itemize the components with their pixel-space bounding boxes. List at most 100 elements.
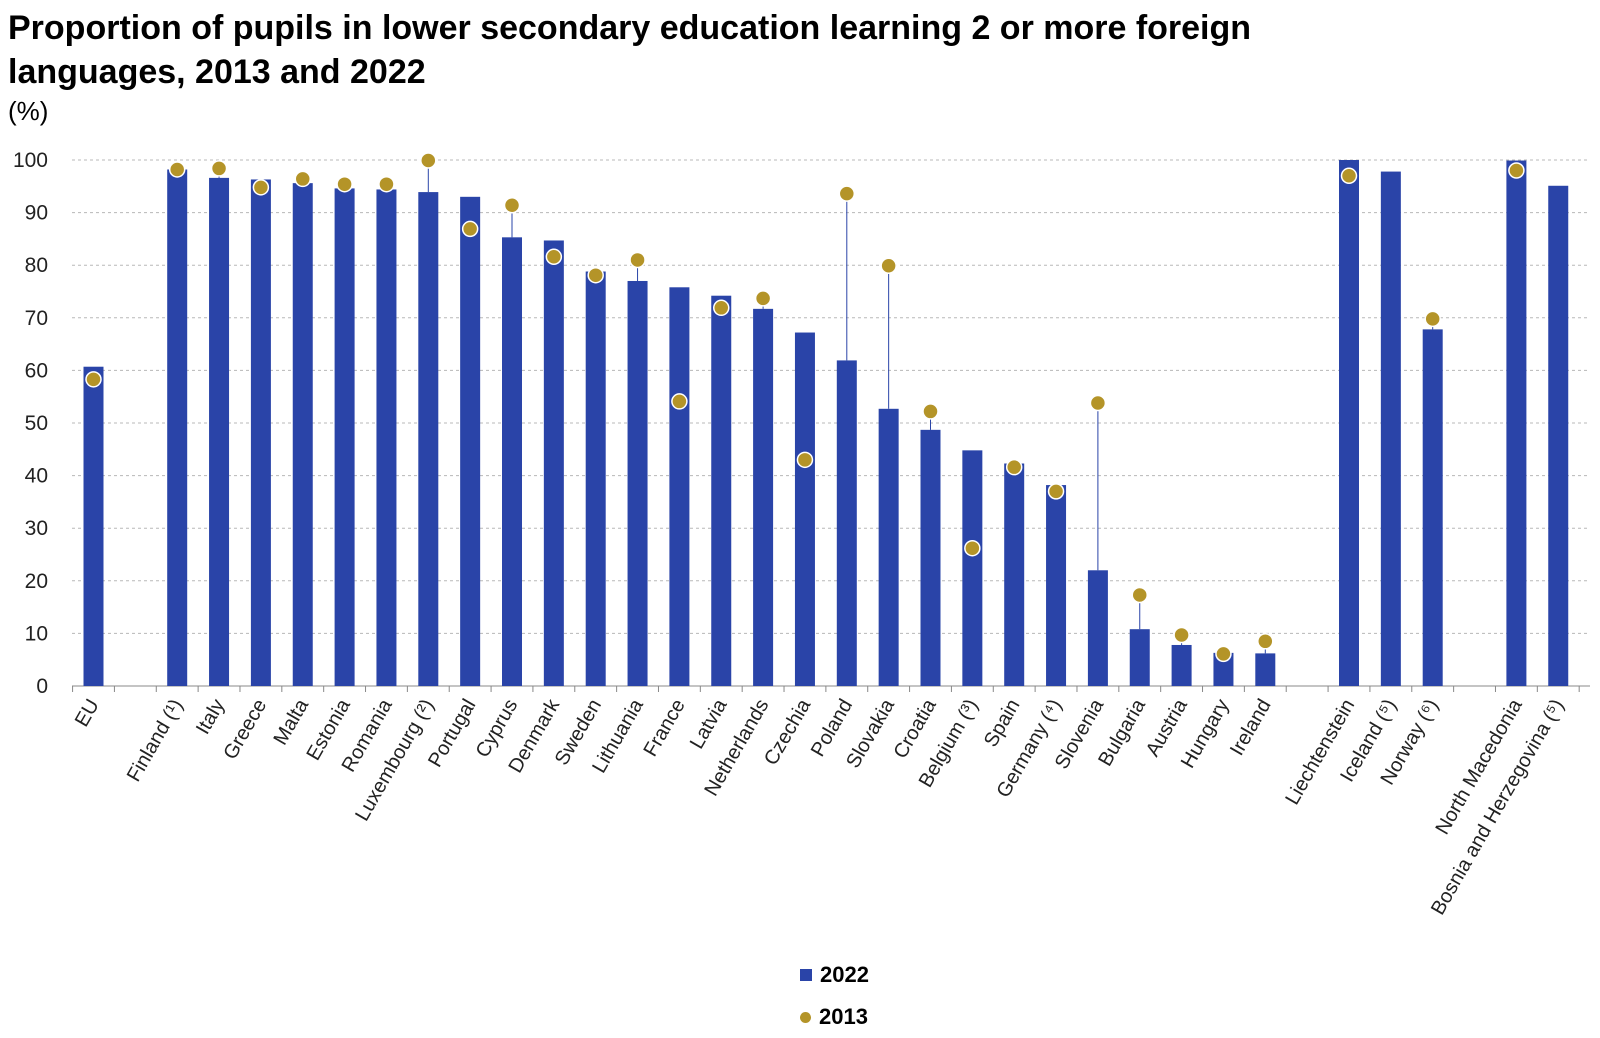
dot-2013 — [1424, 310, 1441, 328]
legend-label-2022: 2022 — [820, 962, 869, 987]
dot-2013 — [1215, 645, 1232, 663]
y-tick-label: 90 — [25, 202, 48, 225]
category-label: Ireland — [1226, 696, 1276, 760]
dot-2013 — [1005, 458, 1023, 476]
dot-2013 — [1089, 394, 1107, 412]
y-tick-label: 100 — [13, 149, 48, 172]
bar-2022 — [1548, 185, 1569, 687]
legend-label-2013: 2013 — [819, 1004, 868, 1029]
bar-2022 — [167, 169, 188, 686]
legend-bar-swatch — [800, 969, 812, 981]
dot-2013 — [964, 539, 981, 557]
dot-2013 — [1131, 586, 1148, 604]
bar-2022 — [878, 408, 899, 686]
bar-2022 — [418, 192, 439, 686]
bar-2022 — [83, 366, 104, 686]
gridlines — [72, 159, 1590, 634]
y-tick-label: 70 — [25, 307, 48, 330]
bar-2022 — [1171, 644, 1192, 686]
bar-2022 — [1087, 570, 1108, 686]
bar-2022 — [250, 179, 271, 686]
dot-2013 — [210, 160, 228, 177]
bar-2022 — [334, 188, 355, 687]
bar-2022 — [962, 450, 983, 686]
bar-2022 — [376, 189, 397, 686]
legend-item-2022: 2022 — [800, 954, 869, 996]
bar-2022 — [1129, 629, 1150, 686]
category-label: Malta — [270, 695, 314, 749]
bar-2022 — [753, 308, 774, 686]
dot-2013 — [1257, 633, 1274, 650]
x-axis-labels: EU Finland (¹) ItalyGreeceMaltaEstoniaRoma… — [71, 695, 1569, 919]
bar-2022 — [794, 332, 815, 686]
dot-2013 — [294, 170, 311, 188]
bar-2022 — [1255, 653, 1276, 686]
bar-2022 — [836, 360, 857, 686]
y-tick-label: 60 — [25, 359, 48, 382]
dot-2013 — [336, 175, 353, 193]
dot-2013 — [1047, 483, 1065, 500]
dot-2013 — [545, 248, 563, 266]
category-label: EU — [71, 696, 104, 731]
category-label: Latvia — [686, 695, 732, 753]
bar-2022 — [460, 196, 481, 686]
bar-2022 — [1422, 329, 1443, 686]
y-tick-label: 80 — [25, 254, 48, 277]
chart-title: Proportion of pupils in lower secondary … — [8, 9, 1252, 91]
bars-2022 — [83, 160, 1569, 687]
bar-2022 — [711, 295, 732, 686]
bar-2022 — [1004, 463, 1025, 686]
dot-2013 — [1340, 167, 1358, 185]
bar-2022 — [1380, 171, 1401, 686]
bar-2022 — [543, 240, 564, 686]
category-label: Liechtenstein — [1281, 696, 1359, 809]
dot-2013 — [754, 290, 772, 307]
dot-2013 — [1173, 626, 1190, 644]
bar-2022 — [585, 271, 606, 686]
dot-2013 — [252, 179, 270, 196]
y-tick-label: 50 — [25, 412, 48, 435]
category-label: Spain — [980, 695, 1025, 750]
bar-2022 — [1339, 160, 1359, 686]
dot-2013 — [1508, 162, 1525, 179]
dot-2013 — [838, 185, 856, 202]
dot-2013 — [713, 299, 730, 317]
dot-2013 — [503, 196, 521, 214]
dot-2013 — [587, 266, 604, 284]
category-label: Finland (¹) — [123, 696, 188, 786]
dot-2013 — [671, 393, 688, 410]
dot-2013 — [420, 152, 437, 169]
legend-dot-swatch — [800, 1011, 811, 1023]
unit-label: (%) — [8, 96, 49, 126]
bar-2022 — [502, 237, 522, 686]
change-connectors — [218, 160, 1434, 654]
y-tick-label: 30 — [25, 517, 48, 540]
dot-2013 — [796, 451, 814, 469]
bar-2022 — [669, 287, 690, 686]
y-tick-label: 40 — [25, 465, 48, 488]
legend: 2022 2013 — [800, 954, 869, 1038]
dots-2013 — [85, 152, 1525, 663]
dot-2013 — [378, 175, 395, 193]
bar-2022 — [627, 280, 648, 686]
bar-2022 — [1213, 652, 1234, 686]
bar-2022 — [209, 177, 230, 686]
bar-2022 — [920, 429, 941, 686]
legend-item-2013: 2013 — [800, 996, 869, 1038]
dot-2013 — [629, 251, 646, 269]
y-tick-label: 10 — [25, 622, 48, 645]
y-axis: 0 10 20 30 40 50 60 70 80 90 100 — [13, 149, 1590, 698]
dot-2013 — [85, 371, 102, 388]
bar-2022 — [1506, 160, 1527, 686]
bar-2022 — [292, 183, 313, 687]
dot-2013 — [922, 403, 939, 420]
y-tick-label: 0 — [36, 675, 48, 698]
category-label: France — [640, 696, 690, 761]
dot-2013 — [168, 161, 186, 178]
dot-2013 — [461, 220, 479, 238]
bar-2022 — [1046, 485, 1067, 686]
category-label: Italy — [192, 696, 229, 739]
dot-2013 — [880, 257, 897, 274]
y-tick-label: 20 — [25, 570, 48, 593]
